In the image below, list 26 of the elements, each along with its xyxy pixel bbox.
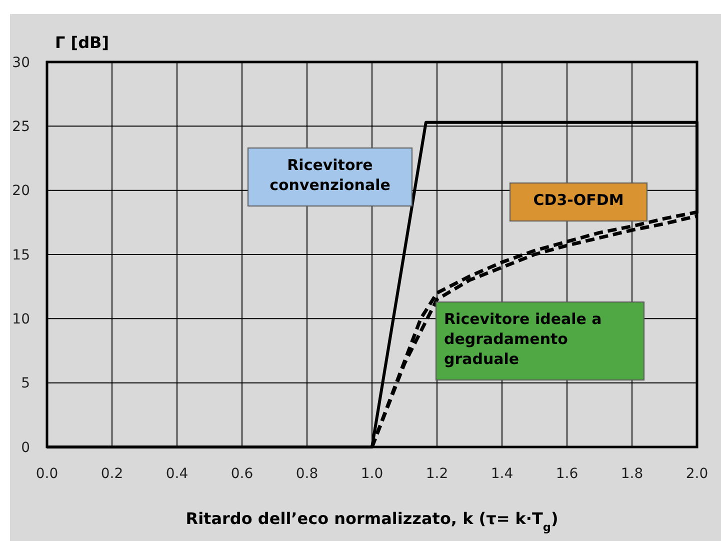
x-tick-label: 2.0 <box>686 466 708 482</box>
y-tick-label: 5 <box>21 376 30 392</box>
y-tick-label: 30 <box>12 54 30 71</box>
y-axis-title: Γ [dB] <box>55 33 110 52</box>
y-tick-label: 20 <box>12 183 30 200</box>
x-tick-label: 1.2 <box>426 466 448 482</box>
x-tick-label: 0.6 <box>230 466 254 482</box>
series-label: Ricevitore ideale a degradamento graduale <box>444 310 602 368</box>
x-tick-label: 1.4 <box>490 466 514 482</box>
x-tick-label: 0.2 <box>100 466 124 482</box>
x-tick-label: 1.0 <box>360 466 384 482</box>
y-tick-label: 15 <box>12 247 30 264</box>
callout-box: Ricevitore convenzionale <box>248 148 412 206</box>
y-tick-label: 10 <box>12 312 30 328</box>
callout-box: CD3-OFDM <box>510 182 648 222</box>
y-tick-label: 0 <box>21 440 30 456</box>
y-tick-label: 25 <box>12 119 30 136</box>
x-axis-title: Ritardo dell’eco normalizzato, k (τ= k·T$_{g}$) <box>186 509 558 534</box>
x-tick-label: 1.8 <box>620 466 644 482</box>
x-tick-label: 0.4 <box>166 466 188 482</box>
x-tick-label: 0.8 <box>296 466 318 482</box>
series-label: CD3-OFDM <box>533 191 624 209</box>
callout-box: Ricevitore ideale a degradamento graduale <box>436 302 644 380</box>
series-label: Ricevitore convenzionale <box>270 156 390 194</box>
x-tick-label: 0.0 <box>36 466 58 482</box>
x-tick-label: 1.6 <box>556 466 578 482</box>
